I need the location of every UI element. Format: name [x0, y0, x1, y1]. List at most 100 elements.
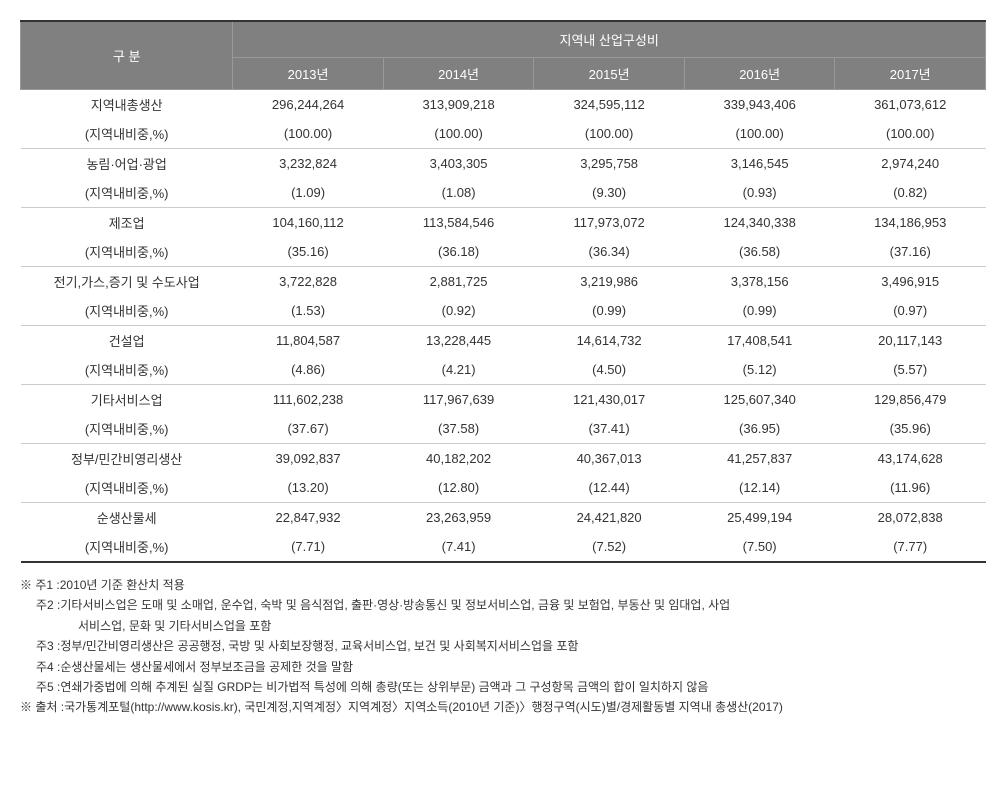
- cell-subvalue: (13.20): [233, 473, 384, 503]
- row-sublabel: (지역내비중,%): [21, 355, 233, 385]
- note-text: 서비스업, 문화 및 기타서비스업을 포함: [78, 616, 986, 636]
- cell-subvalue: (0.93): [684, 178, 835, 208]
- cell-subvalue: (1.09): [233, 178, 384, 208]
- cell-value: 3,378,156: [684, 267, 835, 297]
- cell-value: 361,073,612: [835, 90, 986, 120]
- note-text: 2010년 기준 환산치 적용: [60, 575, 986, 595]
- notes-section: ※ 주1 : 2010년 기준 환산치 적용 주2 : 기타서비스업은 도매 및…: [20, 575, 986, 718]
- cell-subvalue: (1.08): [383, 178, 534, 208]
- row-sublabel: (지역내비중,%): [21, 296, 233, 326]
- cell-subvalue: (100.00): [684, 119, 835, 149]
- cell-value: 111,602,238: [233, 385, 384, 415]
- cell-subvalue: (36.34): [534, 237, 685, 267]
- note-label: ※ 주1 :: [20, 575, 60, 595]
- cell-subvalue: (12.14): [684, 473, 835, 503]
- cell-subvalue: (12.44): [534, 473, 685, 503]
- cell-value: 25,499,194: [684, 503, 835, 533]
- cell-subvalue: (4.50): [534, 355, 685, 385]
- cell-subvalue: (0.82): [835, 178, 986, 208]
- row-label: 지역내총생산: [21, 90, 233, 120]
- table-row-sub: (지역내비중,%)(1.53)(0.92)(0.99)(0.99)(0.97): [21, 296, 986, 326]
- cell-value: 3,295,758: [534, 149, 685, 179]
- table-row: 기타서비스업111,602,238117,967,639121,430,0171…: [21, 385, 986, 415]
- note-text: 연쇄가중법에 의해 추계된 실질 GRDP는 비가법적 특성에 의해 총량(또는…: [60, 677, 986, 697]
- source-text: 국가통계포털(http://www.kosis.kr), 국민계정,지역계정〉지…: [64, 697, 986, 717]
- cell-value: 313,909,218: [383, 90, 534, 120]
- cell-value: 3,146,545: [684, 149, 835, 179]
- cell-subvalue: (100.00): [534, 119, 685, 149]
- row-label: 기타서비스업: [21, 385, 233, 415]
- cell-value: 129,856,479: [835, 385, 986, 415]
- note-label: 주5 :: [20, 677, 60, 697]
- year-col: 2014년: [383, 58, 534, 90]
- cell-subvalue: (7.71): [233, 532, 384, 562]
- cell-subvalue: (37.67): [233, 414, 384, 444]
- note-label: 주2 :: [20, 595, 60, 615]
- cell-subvalue: (0.99): [684, 296, 835, 326]
- cell-value: 28,072,838: [835, 503, 986, 533]
- note-2-cont: 서비스업, 문화 및 기타서비스업을 포함: [20, 616, 986, 636]
- table-row: 순생산물세22,847,93223,263,95924,421,82025,49…: [21, 503, 986, 533]
- note-5: 주5 : 연쇄가중법에 의해 추계된 실질 GRDP는 비가법적 특성에 의해 …: [20, 677, 986, 697]
- cell-value: 3,722,828: [233, 267, 384, 297]
- table-row: 지역내총생산296,244,264313,909,218324,595,1123…: [21, 90, 986, 120]
- cell-value: 124,340,338: [684, 208, 835, 238]
- cell-value: 104,160,112: [233, 208, 384, 238]
- cell-value: 3,496,915: [835, 267, 986, 297]
- year-col: 2016년: [684, 58, 835, 90]
- note-label: 주3 :: [20, 636, 60, 656]
- cell-value: 22,847,932: [233, 503, 384, 533]
- cell-subvalue: (36.95): [684, 414, 835, 444]
- cell-subvalue: (4.21): [383, 355, 534, 385]
- cell-value: 40,367,013: [534, 444, 685, 474]
- row-label: 정부/민간비영리생산: [21, 444, 233, 474]
- cell-subvalue: (100.00): [233, 119, 384, 149]
- cell-subvalue: (1.53): [233, 296, 384, 326]
- cell-subvalue: (9.30): [534, 178, 685, 208]
- cell-value: 14,614,732: [534, 326, 685, 356]
- cell-subvalue: (7.77): [835, 532, 986, 562]
- source: ※ 출처 : 국가통계포털(http://www.kosis.kr), 국민계정…: [20, 697, 986, 717]
- cell-subvalue: (5.12): [684, 355, 835, 385]
- cell-value: 125,607,340: [684, 385, 835, 415]
- cell-value: 40,182,202: [383, 444, 534, 474]
- table-row: 제조업104,160,112113,584,546117,973,072124,…: [21, 208, 986, 238]
- table-row-sub: (지역내비중,%)(100.00)(100.00)(100.00)(100.00…: [21, 119, 986, 149]
- cell-value: 20,117,143: [835, 326, 986, 356]
- header-group: 지역내 산업구성비: [233, 21, 986, 58]
- table-row-sub: (지역내비중,%)(13.20)(12.80)(12.44)(12.14)(11…: [21, 473, 986, 503]
- row-sublabel: (지역내비중,%): [21, 473, 233, 503]
- cell-value: 3,219,986: [534, 267, 685, 297]
- cell-subvalue: (36.18): [383, 237, 534, 267]
- table-row-sub: (지역내비중,%)(1.09)(1.08)(9.30)(0.93)(0.82): [21, 178, 986, 208]
- cell-subvalue: (35.16): [233, 237, 384, 267]
- table-row-sub: (지역내비중,%)(37.67)(37.58)(37.41)(36.95)(35…: [21, 414, 986, 444]
- year-col: 2017년: [835, 58, 986, 90]
- cell-value: 339,943,406: [684, 90, 835, 120]
- cell-value: 121,430,017: [534, 385, 685, 415]
- cell-subvalue: (35.96): [835, 414, 986, 444]
- row-label: 순생산물세: [21, 503, 233, 533]
- year-col: 2015년: [534, 58, 685, 90]
- cell-subvalue: (36.58): [684, 237, 835, 267]
- row-sublabel: (지역내비중,%): [21, 414, 233, 444]
- cell-value: 324,595,112: [534, 90, 685, 120]
- table-row-sub: (지역내비중,%)(4.86)(4.21)(4.50)(5.12)(5.57): [21, 355, 986, 385]
- cell-value: 117,967,639: [383, 385, 534, 415]
- cell-value: 296,244,264: [233, 90, 384, 120]
- cell-subvalue: (100.00): [835, 119, 986, 149]
- row-label: 제조업: [21, 208, 233, 238]
- cell-value: 117,973,072: [534, 208, 685, 238]
- cell-value: 113,584,546: [383, 208, 534, 238]
- header-category: 구 분: [21, 21, 233, 90]
- cell-value: 11,804,587: [233, 326, 384, 356]
- table-row-sub: (지역내비중,%)(7.71)(7.41)(7.52)(7.50)(7.77): [21, 532, 986, 562]
- cell-value: 134,186,953: [835, 208, 986, 238]
- cell-value: 2,881,725: [383, 267, 534, 297]
- table-row: 정부/민간비영리생산39,092,83740,182,20240,367,013…: [21, 444, 986, 474]
- table-row: 건설업11,804,58713,228,44514,614,73217,408,…: [21, 326, 986, 356]
- cell-subvalue: (11.96): [835, 473, 986, 503]
- row-label: 농림·어업·광업: [21, 149, 233, 179]
- cell-subvalue: (0.97): [835, 296, 986, 326]
- year-col: 2013년: [233, 58, 384, 90]
